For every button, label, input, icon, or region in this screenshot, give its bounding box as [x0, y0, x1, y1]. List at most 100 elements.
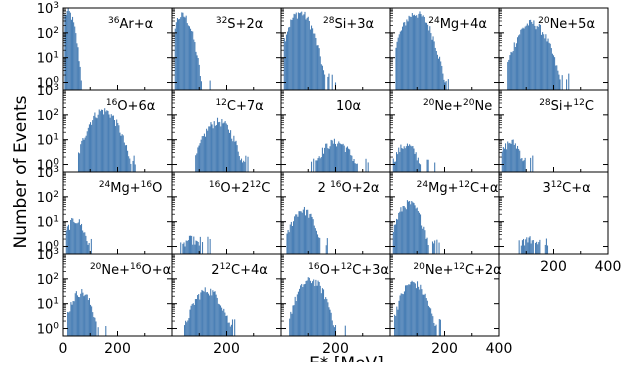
histogram-bar	[442, 73, 444, 90]
histogram-bar	[316, 45, 318, 90]
histogram-bar	[302, 287, 304, 336]
y-tick-base: 10	[37, 216, 54, 231]
histogram-bar	[87, 244, 89, 254]
histogram-bar	[399, 211, 401, 254]
histogram-bars	[507, 19, 570, 91]
histogram-bar	[286, 233, 288, 254]
histogram-bar	[129, 158, 131, 172]
title-superscript: 24	[428, 16, 440, 26]
histogram-bar	[445, 81, 447, 90]
panel-title: 20Ne+12C+2α	[413, 262, 501, 278]
histogram-bar	[192, 31, 194, 91]
histogram-bar	[119, 132, 121, 172]
histogram-bar	[204, 287, 206, 336]
histogram-bar	[235, 140, 237, 172]
histogram-bar	[327, 76, 329, 90]
panel-title: 20Ne+5α	[538, 16, 595, 32]
histogram-bar	[68, 312, 70, 336]
histogram-bar	[406, 285, 408, 336]
title-text: Si+	[551, 99, 574, 114]
histogram-bar	[337, 143, 339, 172]
histogram-bar	[554, 57, 556, 90]
histogram-bar	[120, 135, 122, 172]
histogram-bar	[233, 135, 235, 172]
histogram-bar	[195, 51, 197, 90]
histogram-bar	[232, 141, 234, 172]
histogram-bar	[314, 286, 316, 336]
histogram-bar	[85, 294, 87, 336]
histogram-bar	[106, 110, 108, 172]
histogram-bar	[566, 79, 568, 90]
histogram-bar	[516, 37, 519, 90]
histogram-bar	[333, 327, 335, 336]
histogram-bar	[92, 312, 94, 336]
histogram-bar	[328, 307, 330, 336]
histogram-bar	[313, 225, 315, 254]
histogram-bar	[326, 143, 328, 172]
histogram-bar	[439, 319, 441, 336]
histogram-bar	[132, 160, 134, 172]
histogram-bar	[403, 22, 405, 91]
histogram-bar	[295, 301, 297, 336]
histogram-bar	[299, 211, 301, 254]
histogram-bar	[79, 153, 81, 172]
histogram-bar	[292, 305, 294, 336]
histogram-bar	[310, 213, 312, 254]
y-tick-base: 10	[37, 109, 54, 124]
histogram-bar	[319, 158, 321, 172]
histogram-bar	[293, 305, 295, 336]
histogram-bar	[511, 52, 513, 90]
histogram-bar	[313, 33, 315, 90]
title-superscript: 12	[458, 180, 469, 190]
histogram-bar	[79, 225, 81, 254]
histogram-bar	[327, 148, 329, 172]
x-axis-label: E* [MeV]	[309, 354, 384, 362]
histogram-bar	[309, 29, 311, 90]
histogram-bar	[291, 20, 293, 90]
histogram-bar	[313, 158, 315, 172]
histogram-bar	[301, 283, 303, 336]
histogram-bar	[199, 236, 201, 254]
histogram-bar	[218, 304, 220, 336]
histogram-panel: 20Ne+20Ne	[389, 89, 500, 173]
histogram-bar	[294, 14, 296, 90]
histogram-bar	[548, 42, 550, 90]
histogram-bar	[355, 163, 357, 172]
histogram-bar	[95, 117, 97, 172]
histogram-bar	[409, 144, 411, 172]
histogram-bar	[193, 304, 195, 336]
histogram-bars	[518, 236, 549, 254]
histogram-bar	[225, 316, 227, 336]
histogram-bar	[320, 157, 322, 172]
histogram-bar	[413, 148, 415, 172]
histogram-panel: 212C+4α	[171, 253, 282, 337]
histogram-bar	[93, 317, 95, 336]
y-tick-label: 100	[37, 158, 60, 174]
y-tick-base: 10	[37, 166, 54, 181]
histogram-bar	[196, 153, 198, 172]
histogram-bar	[191, 304, 193, 336]
histogram-bar	[506, 149, 508, 172]
histogram-bar	[534, 242, 537, 254]
histogram-bar	[529, 236, 531, 254]
y-tick-label: 100	[37, 76, 60, 92]
histogram-bar	[417, 157, 419, 172]
histogram-bar	[70, 220, 72, 254]
histogram-bar	[229, 326, 231, 336]
histogram-bar	[228, 132, 231, 172]
histogram-bar	[556, 65, 558, 90]
histogram-bar	[200, 81, 202, 90]
histogram-bar	[319, 285, 321, 336]
histogram-bar	[409, 201, 411, 254]
histogram-bar	[524, 26, 526, 90]
y-axis-label: Number of Events	[11, 95, 31, 248]
histogram-bar	[69, 12, 71, 90]
histogram-bar	[86, 241, 88, 254]
title-superscript: 24	[99, 180, 111, 190]
y-tick-label: 103	[37, 83, 59, 99]
histogram-bar	[308, 277, 310, 336]
panel-title: 32S+2α	[216, 16, 263, 32]
panel-title: 24Mg+4α	[428, 16, 487, 32]
histogram-bar	[521, 28, 523, 91]
histogram-bar	[230, 130, 232, 172]
